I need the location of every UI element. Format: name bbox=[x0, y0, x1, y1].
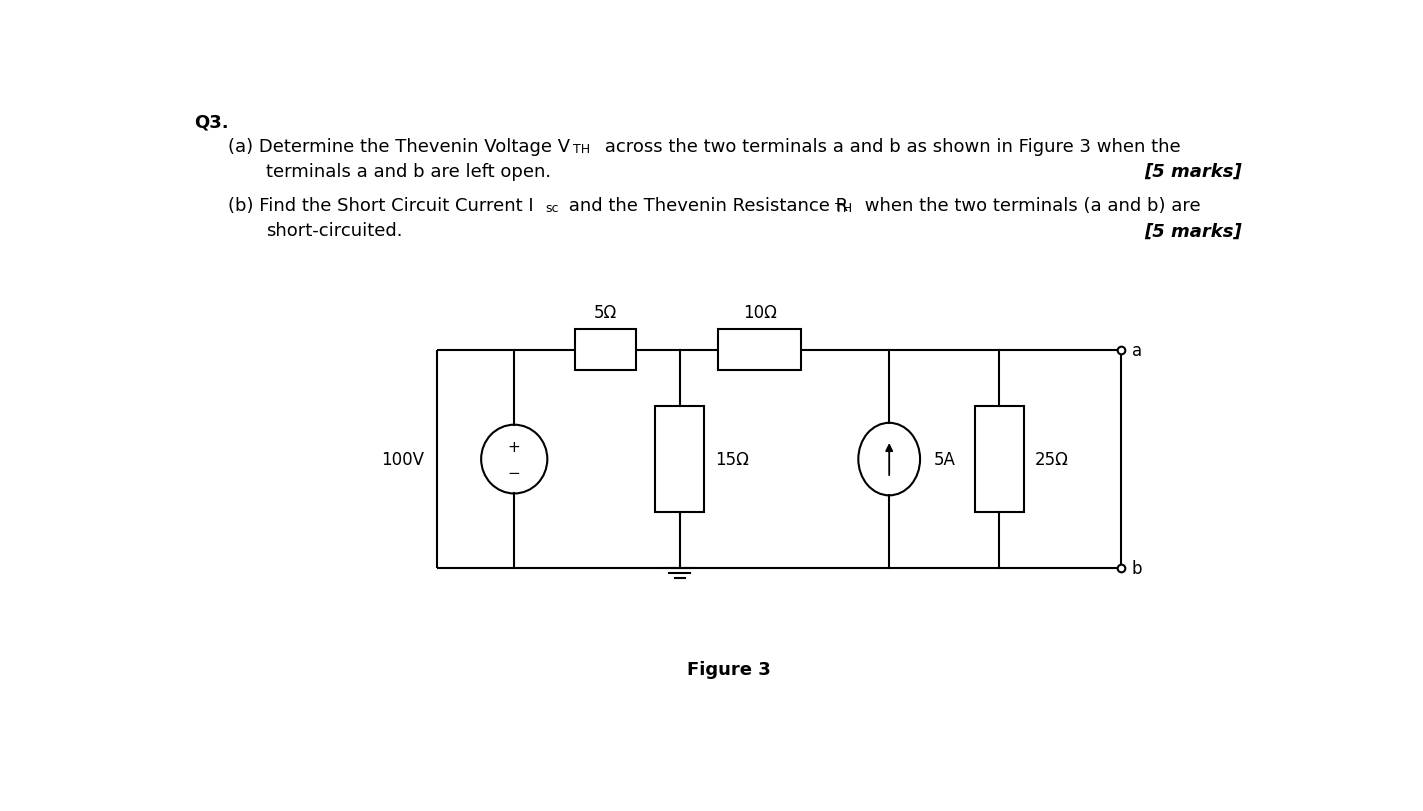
Text: [5 marks]: [5 marks] bbox=[1144, 222, 1242, 240]
Text: 100V: 100V bbox=[381, 451, 424, 469]
Text: a: a bbox=[1131, 341, 1141, 359]
Text: TH: TH bbox=[835, 202, 852, 215]
Text: sc: sc bbox=[545, 202, 559, 215]
Bar bbox=[975, 406, 1023, 513]
Text: 15Ω: 15Ω bbox=[714, 451, 748, 469]
Text: across the two terminals a and b as shown in Figure 3 when the: across the two terminals a and b as show… bbox=[599, 138, 1180, 156]
Text: TH: TH bbox=[573, 143, 591, 156]
Text: short-circuited.: short-circuited. bbox=[266, 222, 403, 240]
Text: terminals a and b are left open.: terminals a and b are left open. bbox=[266, 163, 551, 181]
Text: Q3.: Q3. bbox=[195, 113, 229, 131]
Text: (b) Find the Short Circuit Current I: (b) Find the Short Circuit Current I bbox=[228, 197, 534, 215]
Bar bbox=[719, 329, 801, 371]
Text: 5Ω: 5Ω bbox=[593, 303, 616, 321]
Bar bbox=[575, 329, 636, 371]
Bar bbox=[656, 406, 704, 513]
Text: 25Ω: 25Ω bbox=[1035, 451, 1069, 469]
Text: +: + bbox=[508, 439, 521, 454]
Text: and the Thevenin Resistance R: and the Thevenin Resistance R bbox=[564, 197, 848, 215]
Text: 5A: 5A bbox=[933, 451, 955, 469]
Text: (a) Determine the Thevenin Voltage V: (a) Determine the Thevenin Voltage V bbox=[228, 138, 569, 156]
Text: −: − bbox=[508, 465, 521, 480]
Text: Figure 3: Figure 3 bbox=[687, 659, 771, 678]
Text: [5 marks]: [5 marks] bbox=[1144, 163, 1242, 181]
Text: 10Ω: 10Ω bbox=[743, 303, 777, 321]
Text: when the two terminals (a and b) are: when the two terminals (a and b) are bbox=[859, 197, 1201, 215]
Text: b: b bbox=[1131, 560, 1143, 577]
